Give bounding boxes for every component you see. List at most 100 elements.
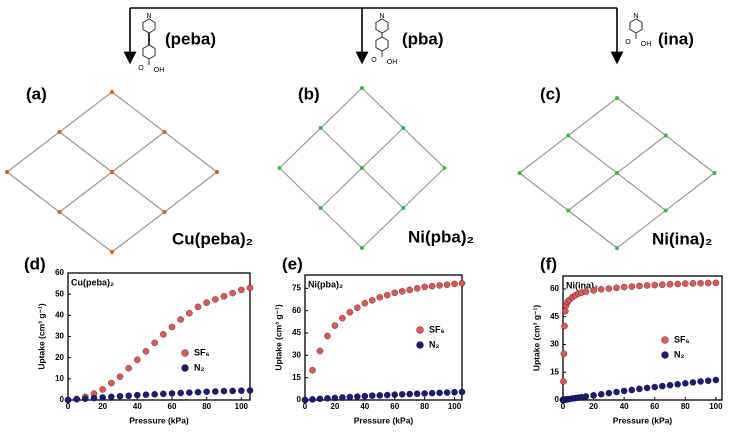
data-point (451, 280, 458, 288)
data-point (108, 379, 115, 387)
data-point (689, 280, 697, 287)
lattice-node (318, 126, 323, 130)
data-point (643, 384, 651, 392)
lattice-node (566, 208, 571, 213)
lattice-node (566, 133, 571, 138)
lattice-node (663, 208, 668, 213)
lattice-node (110, 90, 114, 94)
data-point (376, 294, 384, 301)
legend-marker (661, 351, 669, 359)
data-point (605, 285, 613, 292)
x-tick-label: 80 (202, 402, 211, 411)
legend-label: SF₆ (429, 324, 445, 334)
linker-label: (peba) (165, 29, 216, 48)
ring (629, 18, 643, 34)
legend-label: SF₆ (674, 334, 690, 344)
data-point (229, 289, 236, 297)
data-point (689, 379, 697, 386)
data-point (309, 396, 316, 403)
data-point (436, 282, 443, 289)
lattice-node (663, 133, 668, 138)
lattice-node (162, 210, 167, 214)
x-tick-label: 20 (98, 402, 107, 411)
lattice-node (360, 166, 364, 170)
x-tick-label: 100 (235, 402, 249, 411)
x-tick-label: 80 (420, 402, 429, 411)
data-point (628, 386, 636, 394)
y-tick-label: 30 (55, 332, 64, 341)
data-point (316, 347, 324, 355)
data-point (151, 391, 158, 398)
y-tick-label: 15 (550, 367, 559, 376)
atom-label: OH (154, 67, 165, 74)
data-point (562, 307, 569, 315)
data-point (220, 293, 228, 300)
data-point (125, 392, 132, 400)
framework-label: Ni(pba)₂ (408, 227, 474, 246)
structures: N O OH N O OH N O OH (5, 13, 717, 254)
data-point (331, 322, 339, 329)
data-point (212, 296, 219, 303)
data-point (324, 332, 331, 340)
lattice-node (57, 210, 62, 214)
data-point (674, 280, 681, 288)
lattice-node (360, 86, 364, 90)
data-point (246, 284, 254, 292)
data-point (194, 388, 202, 396)
data-point (428, 389, 436, 397)
atom-label: OH (387, 59, 398, 66)
chart-title: Cu(peba)₂ (71, 277, 114, 287)
data-point (134, 391, 141, 399)
data-point (659, 382, 666, 390)
lattice-node (5, 170, 9, 174)
data-point (651, 383, 658, 391)
panel-label: (d) (24, 254, 46, 273)
atom-label: N (633, 13, 638, 20)
x-tick-label: 20 (330, 402, 339, 411)
data-point (354, 393, 361, 400)
chart-title: Ni(pba)₂ (308, 279, 343, 289)
panel-label: (f) (540, 254, 557, 273)
data-point (369, 297, 376, 304)
atom-label: O (625, 39, 631, 46)
data-point (203, 299, 210, 306)
y-tick-label: 60 (292, 306, 301, 315)
panel-label: (e) (282, 254, 303, 273)
data-point (443, 389, 451, 396)
data-point (443, 281, 451, 288)
data-point (682, 380, 689, 387)
data-point (99, 394, 106, 401)
lattice-node (215, 170, 219, 174)
x-tick-label: 0 (66, 402, 71, 411)
data-point (458, 279, 466, 287)
data-point (659, 281, 666, 288)
x-tick-label: 100 (709, 402, 723, 411)
y-tick-label: 40 (55, 310, 64, 319)
x-tick-label: 0 (303, 402, 308, 411)
data-point (168, 390, 176, 397)
data-point (398, 391, 406, 398)
x-tick-label: 40 (133, 402, 142, 411)
ring (375, 36, 389, 52)
data-point (309, 366, 316, 374)
data-point (369, 392, 376, 399)
data-point (316, 395, 324, 403)
y-tick-label: 75 (292, 284, 301, 293)
data-point (376, 392, 384, 399)
x-tick-label: 20 (589, 402, 598, 411)
plot-frame (562, 275, 723, 401)
data-point (383, 291, 391, 299)
data-point (346, 393, 354, 401)
legend-marker (416, 341, 424, 349)
y-tick-label: 15 (292, 373, 301, 382)
atom-label: O (371, 57, 377, 64)
ring (142, 44, 156, 60)
data-point (421, 283, 428, 291)
data-point (560, 378, 567, 385)
lattice-node (615, 96, 619, 100)
y-tick-label: 30 (292, 350, 301, 359)
x-tick-label: 100 (448, 402, 462, 411)
x-axis-label: Pressure (kPa) (354, 415, 414, 425)
data-point (160, 390, 167, 398)
y-tick-label: 30 (550, 340, 559, 349)
